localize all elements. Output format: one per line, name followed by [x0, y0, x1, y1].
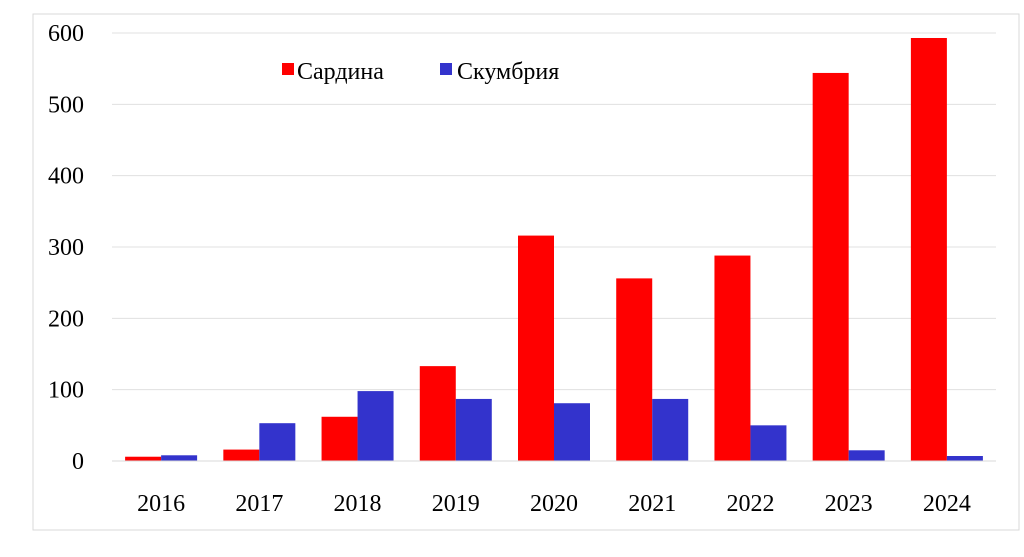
bar-sardina-2023: [812, 72, 849, 462]
bar-sardina-2020: [518, 235, 554, 461]
bar-mackerel-2018: [357, 391, 394, 461]
bar-sardina-2021: [616, 278, 653, 461]
bar-sardina-2019: [419, 366, 456, 461]
x-tick-label: 2018: [334, 491, 382, 517]
bar-mackerel-2023: [848, 450, 885, 461]
x-tick-label: 2021: [628, 491, 676, 517]
bar-mackerel-2016: [161, 455, 198, 461]
bar-mackerel-2020: [554, 403, 590, 461]
bar-sardina-2017: [223, 449, 260, 461]
y-tick-label: 0: [72, 449, 84, 475]
bar-mackerel-2022: [750, 425, 787, 461]
bar-mackerel-2017: [259, 423, 296, 461]
y-axis: 0 100 200 300 400 500 600: [48, 21, 84, 475]
bar-sardina-2016: [125, 456, 162, 461]
y-tick-label: 500: [48, 92, 84, 118]
chart-border: [32, 13, 1020, 531]
x-tick-label: 2023: [825, 491, 873, 517]
x-tick-label: 2024: [923, 491, 971, 517]
x-tick-label: 2022: [726, 491, 774, 517]
x-tick-label: 2020: [530, 491, 578, 517]
y-tick-label: 200: [48, 306, 84, 332]
bar-mackerel-2019: [455, 398, 492, 461]
legend-label-mackerel: Скумбрия: [457, 59, 559, 85]
legend-swatch-sardina: [282, 63, 294, 75]
x-tick-label: 2016: [137, 491, 185, 517]
x-axis: 2016 2017 2018 2019 2020 2021 2022 2023 2024: [137, 491, 971, 517]
bar-mackerel-2021: [652, 398, 689, 461]
legend: Сардина Скумбрия: [282, 59, 559, 85]
x-tick-label: 2019: [432, 491, 480, 517]
y-tick-label: 400: [48, 164, 84, 190]
y-tick-label: 600: [48, 21, 84, 47]
bars: [125, 37, 983, 462]
bar-sardina-2024: [910, 37, 947, 461]
legend-swatch-mackerel: [440, 63, 452, 75]
y-tick-label: 300: [48, 235, 84, 261]
x-tick-label: 2017: [235, 491, 283, 517]
legend-label-sardina: Сардина: [297, 59, 384, 85]
bar-sardina-2018: [321, 416, 358, 461]
bar-mackerel-2024: [946, 456, 983, 461]
y-tick-label: 100: [48, 378, 84, 404]
bar-sardina-2022: [714, 255, 751, 461]
